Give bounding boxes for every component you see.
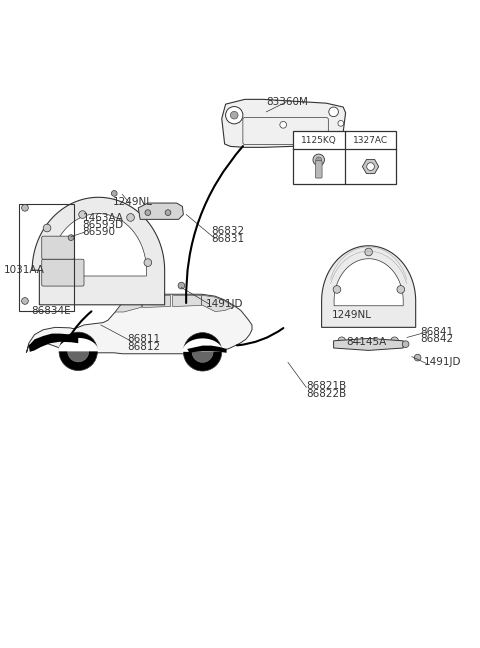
Circle shape	[22, 205, 28, 211]
FancyBboxPatch shape	[293, 131, 396, 184]
Polygon shape	[26, 294, 252, 354]
Circle shape	[333, 286, 341, 294]
Circle shape	[145, 210, 151, 216]
Text: 86831: 86831	[211, 233, 244, 244]
Circle shape	[230, 111, 238, 119]
Circle shape	[68, 235, 74, 240]
Polygon shape	[138, 203, 183, 220]
Text: 86821B: 86821B	[306, 382, 347, 391]
Circle shape	[165, 210, 171, 216]
Circle shape	[226, 106, 243, 124]
Circle shape	[68, 341, 89, 362]
Circle shape	[329, 107, 338, 117]
Text: 1491JD: 1491JD	[205, 299, 243, 309]
Text: 86822B: 86822B	[306, 389, 347, 399]
Text: 86841: 86841	[420, 327, 453, 337]
Text: 86842: 86842	[420, 334, 453, 344]
Circle shape	[414, 354, 421, 361]
Text: 1249NL: 1249NL	[113, 197, 153, 207]
Polygon shape	[115, 295, 142, 312]
Text: 1463AA: 1463AA	[83, 213, 123, 224]
Polygon shape	[222, 99, 346, 147]
Text: 83360M: 83360M	[266, 97, 308, 107]
Text: 86593D: 86593D	[83, 220, 124, 230]
Text: 1125KQ: 1125KQ	[301, 135, 336, 145]
Circle shape	[397, 286, 405, 294]
Polygon shape	[172, 295, 201, 306]
Circle shape	[316, 157, 322, 163]
Circle shape	[111, 191, 117, 196]
Circle shape	[280, 121, 287, 128]
Polygon shape	[187, 345, 227, 353]
Circle shape	[313, 154, 324, 166]
Polygon shape	[334, 338, 403, 351]
Polygon shape	[50, 214, 146, 276]
Text: 1031AA: 1031AA	[4, 265, 45, 275]
Circle shape	[367, 163, 374, 170]
Text: 84145A: 84145A	[347, 337, 387, 347]
Circle shape	[59, 332, 97, 371]
Circle shape	[43, 224, 51, 232]
Circle shape	[402, 341, 409, 347]
Text: 86811: 86811	[127, 334, 160, 344]
Polygon shape	[32, 197, 165, 305]
FancyBboxPatch shape	[315, 161, 322, 178]
Text: 86832: 86832	[211, 226, 244, 237]
FancyBboxPatch shape	[42, 236, 74, 259]
Circle shape	[144, 259, 152, 266]
Polygon shape	[334, 259, 403, 306]
Polygon shape	[202, 295, 234, 312]
Circle shape	[192, 341, 213, 362]
Circle shape	[183, 332, 222, 371]
Text: 86812: 86812	[127, 342, 160, 352]
Text: 86590: 86590	[83, 227, 116, 237]
Circle shape	[178, 283, 185, 289]
FancyBboxPatch shape	[42, 259, 84, 286]
Polygon shape	[142, 295, 170, 307]
Polygon shape	[322, 246, 416, 327]
Polygon shape	[182, 338, 223, 352]
Circle shape	[338, 121, 344, 126]
Text: 1249NL: 1249NL	[332, 310, 372, 320]
Circle shape	[338, 337, 346, 345]
Circle shape	[391, 337, 398, 345]
Circle shape	[79, 211, 86, 218]
Polygon shape	[58, 338, 98, 351]
Text: 1491JD: 1491JD	[423, 358, 461, 367]
Text: 86834E: 86834E	[31, 306, 71, 316]
Circle shape	[365, 248, 372, 256]
Circle shape	[22, 297, 28, 305]
Text: 1327AC: 1327AC	[353, 135, 388, 145]
Polygon shape	[29, 334, 78, 352]
Circle shape	[127, 214, 134, 221]
